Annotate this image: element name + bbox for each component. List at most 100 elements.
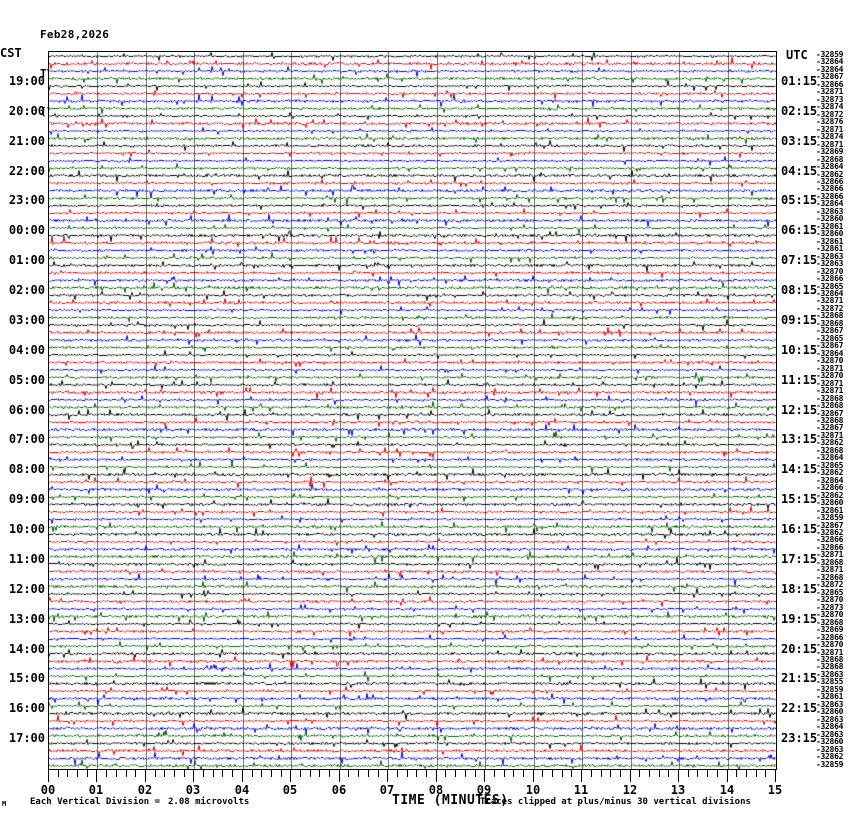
- x-ticklabel-11: 11: [573, 783, 589, 797]
- x-tick-minor: [552, 770, 553, 777]
- x-tick-minor: [688, 770, 689, 777]
- row-offset-value: -32867: [816, 72, 844, 81]
- x-tick-minor: [465, 770, 466, 777]
- right-hour-label-2315: 23:15: [781, 731, 818, 746]
- x-ticklabel-07: 07: [379, 783, 395, 797]
- right-hour-label-0415: 04:15: [781, 163, 818, 178]
- x-tick-major: [678, 770, 679, 782]
- x-tick-minor: [222, 770, 223, 777]
- x-tick-minor: [562, 770, 563, 777]
- row-offset-value: -32867: [816, 423, 844, 432]
- row-offset-value: -32868: [816, 662, 844, 671]
- x-tick-minor: [116, 770, 117, 777]
- x-ticklabel-05: 05: [282, 783, 298, 797]
- x-tick-minor: [407, 770, 408, 777]
- seismic-traces: [49, 52, 776, 769]
- x-tick-minor: [271, 770, 272, 777]
- row-offset-value: -32859: [816, 513, 844, 522]
- row-offset-value: -32863: [816, 700, 844, 709]
- row-offset-value: -32859: [816, 685, 844, 694]
- row-offset-value: -32860: [816, 498, 844, 507]
- x-tick-major: [242, 770, 243, 782]
- row-offset-value: -32868: [816, 311, 844, 320]
- x-axis-ticks: [48, 770, 777, 784]
- row-offset-value: -32864: [816, 453, 844, 462]
- row-offset-value: -32860: [816, 229, 844, 238]
- x-tick-minor: [126, 770, 127, 777]
- row-offset-value: -32870: [816, 371, 844, 380]
- x-tick-minor: [416, 770, 417, 777]
- row-offset-value: -32868: [816, 655, 844, 664]
- x-tick-major: [533, 770, 534, 782]
- row-offset-value: -32871: [816, 125, 844, 134]
- trace-canvas: [49, 52, 776, 769]
- x-tick-major: [96, 770, 97, 782]
- row-offset-value: -32867: [816, 521, 844, 530]
- x-tick-minor: [348, 770, 349, 777]
- right-hour-label-1515: 15:15: [781, 492, 818, 507]
- row-offset-value: -32863: [816, 715, 844, 724]
- row-offset-value: -32864: [816, 57, 844, 66]
- right-hour-label-0215: 02:15: [781, 103, 818, 118]
- row-offset-value: -32867: [816, 409, 844, 418]
- row-offset-value: -32871: [816, 648, 844, 657]
- right-hour-label-2015: 20:15: [781, 641, 818, 656]
- x-tick-minor: [397, 770, 398, 777]
- row-offset-value: -32868: [816, 446, 844, 455]
- x-tick-minor: [358, 770, 359, 777]
- clip-note: Traces clipped at plus/minus 30 vertical…: [480, 797, 751, 807]
- x-tick-minor: [155, 770, 156, 777]
- x-tick-minor: [513, 770, 514, 777]
- x-tick-minor: [445, 770, 446, 777]
- x-tick-major: [436, 770, 437, 782]
- right-hour-label-0815: 08:15: [781, 283, 818, 297]
- row-offset-value: -32862: [816, 468, 844, 477]
- x-tick-minor: [717, 770, 718, 777]
- row-offset-value: -32871: [816, 296, 844, 305]
- row-offset-value: -32864: [816, 199, 844, 208]
- row-offset-value: -32866: [816, 483, 844, 492]
- row-offset-value: -32870: [816, 356, 844, 365]
- x-tick-minor: [707, 770, 708, 777]
- row-offset-value: -32861: [816, 692, 844, 701]
- x-ticklabel-13: 13: [670, 783, 686, 797]
- x-tick-minor: [213, 770, 214, 777]
- left-hour-label-0700: 07:00: [8, 432, 45, 447]
- right-hour-label-2115: 21:15: [781, 671, 818, 686]
- row-offset-value: -32872: [816, 304, 844, 313]
- x-tick-major: [630, 770, 631, 782]
- row-offset-value: -32871: [816, 431, 844, 440]
- x-tick-minor: [697, 770, 698, 777]
- row-offset-value: -32865: [816, 282, 844, 291]
- row-offset-value: -32860: [816, 707, 844, 716]
- x-tick-major: [339, 770, 340, 782]
- left-hour-label-0600: 06:00: [8, 402, 45, 417]
- x-tick-minor: [135, 770, 136, 777]
- left-hour-label-1700: 17:00: [8, 731, 45, 746]
- x-tick-minor: [668, 770, 669, 777]
- x-tick-minor: [620, 770, 621, 777]
- right-hour-label-0615: 06:15: [781, 223, 818, 238]
- x-ticklabel-03: 03: [185, 783, 201, 797]
- row-offset-value: -32861: [816, 506, 844, 515]
- right-hour-labels: 01:15 02:15 03:15 04:15 05:15 06:15 07:15 08:15…: [781, 51, 817, 770]
- row-offset-value: -32870: [816, 267, 844, 276]
- helicorder-plot[interactable]: [48, 51, 777, 770]
- row-offset-value: -32871: [816, 379, 844, 388]
- left-hour-label-1400: 14:00: [8, 641, 45, 656]
- row-offset-value: -32876: [816, 117, 844, 126]
- x-ticklabel-06: 06: [331, 783, 347, 797]
- x-tick-major: [145, 770, 146, 782]
- row-offset-value: -32866: [816, 543, 844, 552]
- row-offset-value: -32866: [816, 80, 844, 89]
- x-tick-minor: [300, 770, 301, 777]
- row-offset-value: -32869: [816, 147, 844, 156]
- row-offset-value: -32866: [816, 633, 844, 642]
- x-ticklabel-04: 04: [234, 783, 250, 797]
- row-offset-value: -32873: [816, 95, 844, 104]
- x-tick-major: [48, 770, 49, 782]
- row-offset-value: -32863: [816, 252, 844, 261]
- corner-mark: M: [2, 800, 7, 808]
- scale-value: 2.08 microvolts: [168, 797, 250, 807]
- left-hour-labels: 19:00 20:00 21:00 22:00 23:00 00:00 01:00 02:00…: [0, 51, 45, 770]
